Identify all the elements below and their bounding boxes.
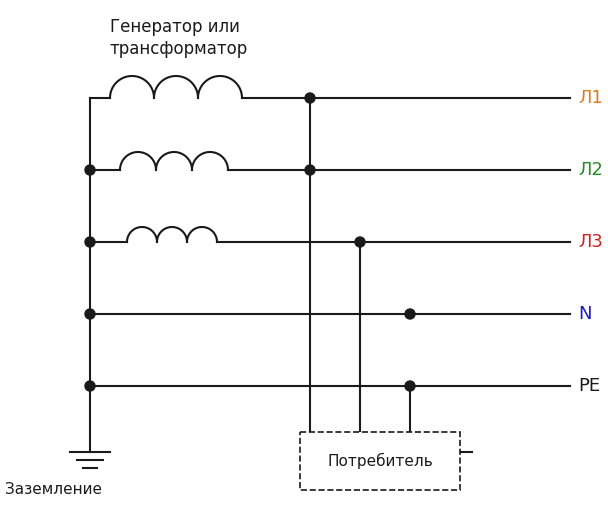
- Text: Потребитель: Потребитель: [327, 453, 433, 469]
- Text: N: N: [578, 305, 592, 323]
- Text: трансформатор: трансформатор: [110, 40, 248, 58]
- Circle shape: [85, 309, 95, 319]
- Circle shape: [85, 165, 95, 175]
- Circle shape: [355, 237, 365, 247]
- Circle shape: [305, 165, 315, 175]
- Text: Л3: Л3: [578, 233, 603, 251]
- Circle shape: [305, 93, 315, 103]
- Circle shape: [85, 237, 95, 247]
- FancyBboxPatch shape: [300, 432, 460, 490]
- Text: Заземление: Заземление: [5, 482, 102, 497]
- Circle shape: [85, 381, 95, 391]
- Circle shape: [405, 381, 415, 391]
- Text: PE: PE: [578, 377, 600, 395]
- Text: Л2: Л2: [578, 161, 603, 179]
- Text: Л1: Л1: [578, 89, 603, 107]
- Text: Генератор или: Генератор или: [110, 18, 240, 36]
- Circle shape: [405, 309, 415, 319]
